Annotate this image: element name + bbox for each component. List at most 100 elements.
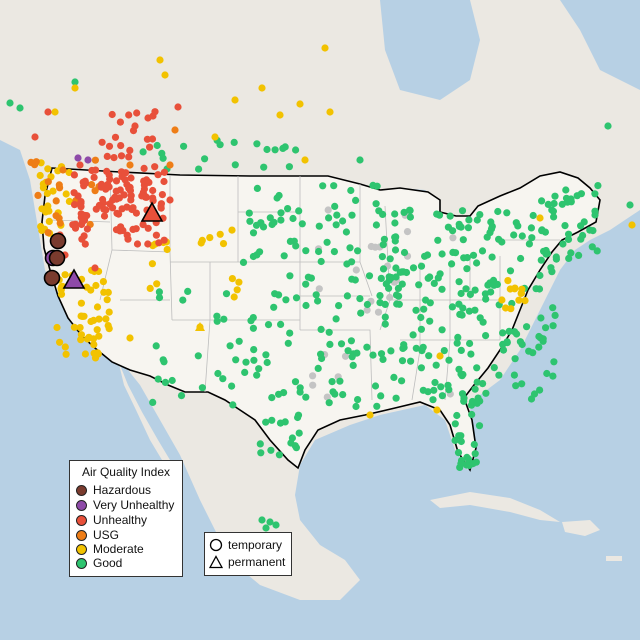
station-marker [346, 244, 354, 252]
station-marker [537, 314, 545, 322]
station-marker [330, 248, 338, 256]
station-marker [109, 204, 117, 212]
station-marker [317, 257, 325, 266]
station-marker [403, 228, 412, 236]
station-marker [270, 303, 278, 311]
station-marker [354, 247, 362, 255]
station-marker [352, 196, 360, 204]
station-marker [271, 290, 279, 298]
station-marker [262, 524, 270, 532]
station-marker [371, 382, 380, 390]
station-marker [160, 358, 168, 366]
station-marker [166, 161, 174, 169]
station-marker [70, 323, 78, 331]
station-marker [267, 446, 275, 454]
station-marker [95, 332, 103, 340]
station-marker [83, 225, 91, 233]
station-marker [253, 184, 261, 192]
station-marker [552, 255, 561, 263]
aqi-legend: Air Quality Index Hazardous Very Unhealt… [69, 460, 183, 577]
station-marker [239, 258, 248, 266]
station-marker [256, 440, 264, 448]
station-marker [268, 416, 276, 424]
station-marker [317, 325, 325, 333]
station-marker [326, 340, 334, 348]
temporary-monitor-marker [49, 232, 67, 250]
station-marker [382, 280, 390, 288]
baja-california [118, 360, 176, 475]
legend-item-hazardous: Hazardous [76, 483, 151, 497]
station-marker [91, 264, 99, 272]
station-marker [343, 292, 351, 300]
station-marker [302, 280, 310, 288]
station-marker [45, 207, 53, 215]
station-marker [231, 161, 239, 169]
station-marker [163, 245, 171, 254]
station-marker [92, 166, 100, 174]
station-marker [406, 207, 414, 215]
station-marker [436, 270, 444, 278]
station-marker [108, 110, 116, 119]
station-marker [391, 210, 399, 218]
station-marker [357, 309, 365, 317]
station-marker [392, 394, 400, 402]
station-marker [286, 237, 294, 245]
station-marker [510, 371, 518, 379]
station-marker [38, 226, 46, 234]
station-marker [392, 291, 401, 299]
station-marker [77, 299, 85, 307]
station-marker [549, 372, 557, 380]
station-marker [356, 156, 364, 164]
station-marker [412, 306, 420, 314]
station-marker [249, 324, 257, 332]
station-marker [417, 313, 425, 322]
station-marker [62, 190, 70, 198]
station-marker [435, 211, 444, 219]
station-marker [391, 246, 400, 254]
station-marker [70, 201, 79, 209]
station-marker [263, 145, 271, 154]
station-marker [127, 196, 135, 204]
station-marker [285, 163, 293, 171]
station-marker [91, 354, 100, 362]
station-marker [544, 200, 552, 208]
station-marker [272, 521, 280, 529]
station-marker [264, 321, 273, 329]
station-marker [371, 243, 379, 251]
circle-icon [209, 538, 223, 552]
station-marker [81, 179, 90, 187]
station-marker [349, 361, 357, 369]
station-marker [451, 420, 459, 428]
station-marker [214, 369, 222, 378]
station-marker [378, 253, 386, 261]
station-marker [567, 249, 575, 257]
station-marker [250, 346, 258, 354]
usg-dot-icon [76, 529, 87, 541]
station-marker [140, 177, 148, 185]
station-marker [391, 233, 399, 241]
station-marker [126, 146, 134, 154]
station-marker [160, 236, 168, 244]
station-marker [144, 224, 152, 232]
station-marker [158, 191, 166, 199]
station-marker [97, 183, 105, 191]
station-marker [517, 289, 526, 297]
station-marker [465, 216, 473, 224]
station-marker [149, 186, 157, 195]
legend-label: USG [93, 528, 120, 542]
station-marker [253, 371, 261, 379]
station-marker [277, 209, 285, 217]
station-marker [523, 323, 531, 331]
station-marker [152, 342, 160, 350]
station-marker [128, 205, 136, 214]
station-marker [102, 206, 110, 214]
station-marker [385, 273, 393, 281]
station-marker [129, 225, 137, 233]
station-marker [400, 248, 409, 257]
station-marker [149, 398, 157, 406]
station-marker [457, 460, 465, 468]
station-marker [284, 339, 292, 347]
station-marker [235, 337, 243, 345]
station-marker [457, 346, 465, 354]
station-marker [575, 251, 583, 259]
